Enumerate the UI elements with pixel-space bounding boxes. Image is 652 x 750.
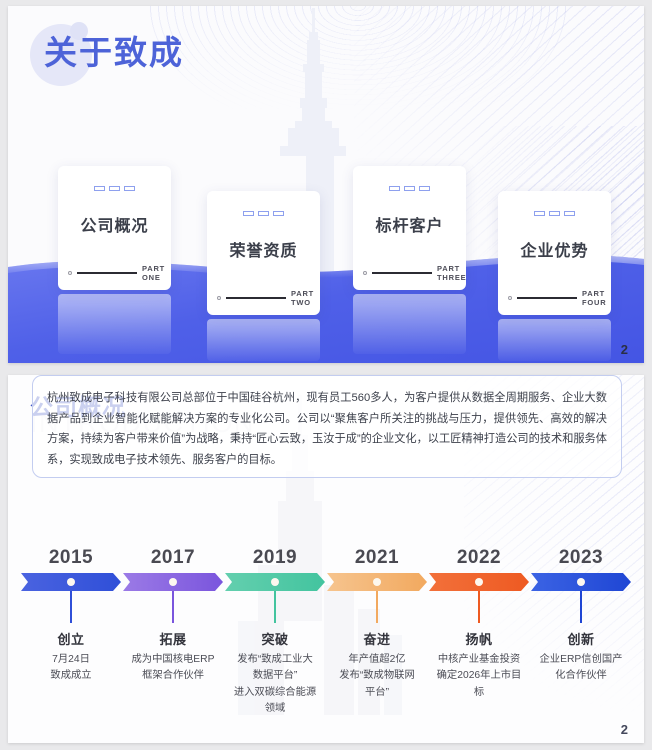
company-description-text: 杭州致成电子科技有限公司总部位于中国硅谷杭州，现有员工560多人，为客户提供从数… — [47, 392, 607, 467]
timeline-marker-icon — [169, 578, 177, 586]
timeline-year: 2019 — [252, 547, 298, 568]
timeline-stem — [70, 591, 72, 623]
timeline-year: 2015 — [48, 547, 94, 568]
timeline: 2015 创立 7月24日 致成成立 2017 — [20, 547, 632, 718]
section-card-3-title: 标杆客户 — [375, 218, 444, 235]
rule-line — [517, 297, 577, 299]
section-card-1[interactable]: 公司概况 PART ONE — [58, 166, 171, 290]
circle-marker-icon — [217, 296, 221, 300]
timeline-marker-icon — [475, 578, 483, 586]
timeline-marker-icon — [577, 578, 585, 586]
rule-line — [226, 297, 286, 299]
rule-line — [372, 272, 432, 274]
timeline-description: 中核产业基金投资 确定2026年上市目 标 — [436, 654, 522, 698]
section-card-3[interactable]: 标杆客户 PART THREE — [353, 166, 466, 290]
timeline-stem — [172, 591, 174, 623]
timeline-description: 成为中国核电ERP 框架合作伙伴 — [131, 654, 215, 682]
timeline-arrow — [225, 573, 325, 591]
timeline-title: 扬帆 — [465, 632, 493, 647]
section-card-4-part: PART FOUR — [582, 289, 607, 307]
timeline-marker-icon — [373, 578, 381, 586]
rule-line — [77, 272, 137, 274]
timeline-item-2021[interactable]: 2021 奋进 年产值超2亿 发布“致成物联网 平台” — [326, 547, 428, 718]
card-reflection — [207, 319, 320, 361]
timeline-stem — [274, 591, 276, 623]
section-card-1-title: 公司概况 — [80, 218, 149, 235]
timeline-description: 7月24日 致成成立 — [50, 654, 92, 682]
timeline-row: 2015 创立 7月24日 致成成立 2017 — [20, 547, 632, 718]
timeline-arrow — [531, 573, 631, 591]
section-card-3-footer: PART THREE — [363, 264, 466, 282]
timeline-arrow — [123, 573, 223, 591]
section-card-4-footer: PART FOUR — [508, 289, 607, 307]
section-card-2-part: PART TWO — [291, 289, 315, 307]
section-card-2-footer: PART TWO — [217, 289, 315, 307]
section-card-4-title: 企业优势 — [520, 243, 589, 260]
card-reflection — [353, 294, 466, 354]
timeline-arrow — [21, 573, 121, 591]
timeline-title: 创新 — [567, 632, 595, 647]
slide-1-title: 关于致成 — [44, 34, 184, 71]
section-card-1-part: PART ONE — [142, 264, 166, 282]
section-card-3-part: PART THREE — [437, 264, 467, 282]
card-reflection — [498, 319, 611, 361]
timeline-marker-icon — [67, 578, 75, 586]
timeline-year: 2023 — [558, 547, 604, 568]
timeline-arrow — [429, 573, 529, 591]
title-circle-small — [70, 22, 88, 40]
timeline-title: 创立 — [57, 632, 85, 647]
slide-1-page-number: 2 — [620, 342, 628, 357]
dash-marks-icon — [498, 211, 611, 216]
timeline-item-2015[interactable]: 2015 创立 7月24日 致成成立 — [20, 547, 122, 718]
circle-marker-icon — [68, 271, 72, 275]
section-card-2-title: 荣誉资质 — [229, 243, 298, 260]
timeline-stem — [478, 591, 480, 623]
timeline-stem — [376, 591, 378, 623]
slide-2: INTRODUCTION 公司概况 杭州致成电子科技有限公司总部位于中国硅谷杭州… — [8, 375, 644, 743]
timeline-title: 拓展 — [159, 632, 187, 647]
section-card-2[interactable]: 荣誉资质 PART TWO — [207, 191, 320, 315]
timeline-item-2022[interactable]: 2022 扬帆 中核产业基金投资 确定2026年上市目 标 — [428, 547, 530, 718]
section-card-4[interactable]: 企业优势 PART FOUR — [498, 191, 611, 315]
timeline-year: 2017 — [150, 547, 196, 568]
circle-marker-icon — [363, 271, 367, 275]
dash-marks-icon — [207, 211, 320, 216]
timeline-description: 发布“致成工业大 数据平台” 进入双碳综合能源 领域 — [233, 654, 317, 715]
timeline-year: 2021 — [354, 547, 400, 568]
dash-marks-icon — [353, 186, 466, 191]
slide-1: 关于致成 — [8, 6, 644, 363]
dash-marks-icon — [58, 186, 171, 191]
timeline-title: 奋进 — [363, 632, 391, 647]
timeline-title: 突破 — [261, 632, 289, 647]
timeline-description: 企业ERP信创国产 化合作伙伴 — [539, 654, 623, 682]
timeline-marker-icon — [271, 578, 279, 586]
timeline-item-2019[interactable]: 2019 突破 发布“致成工业大 数据平台” 进入双碳综合能源 领域 — [224, 547, 326, 718]
timeline-stem — [580, 591, 582, 623]
timeline-arrow — [327, 573, 427, 591]
card-reflection — [58, 294, 171, 354]
company-description-box: 杭州致成电子科技有限公司总部位于中国硅谷杭州，现有员工560多人，为客户提供从数… — [32, 375, 622, 478]
timeline-item-2023[interactable]: 2023 创新 企业ERP信创国产 化合作伙伴 — [530, 547, 632, 718]
section-card-1-footer: PART ONE — [68, 264, 166, 282]
circle-marker-icon — [508, 296, 512, 300]
slide-2-page-number: 2 — [620, 722, 628, 737]
timeline-item-2017[interactable]: 2017 拓展 成为中国核电ERP 框架合作伙伴 — [122, 547, 224, 718]
timeline-description: 年产值超2亿 发布“致成物联网 平台” — [339, 654, 415, 698]
timeline-year: 2022 — [456, 547, 502, 568]
